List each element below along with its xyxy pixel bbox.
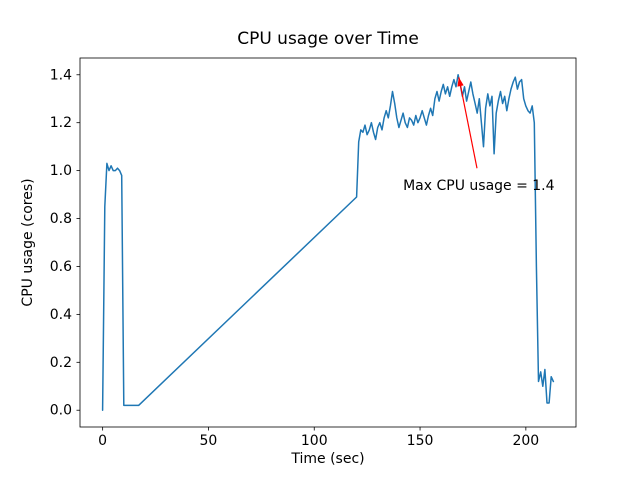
plot-border bbox=[79, 57, 577, 428]
y-tick-label: 1.2 bbox=[50, 115, 72, 131]
y-tick-label: 0.2 bbox=[50, 355, 72, 371]
chart-title: CPU usage over Time bbox=[237, 29, 419, 49]
annotation-text: Max CPU usage = 1.4 bbox=[403, 178, 555, 194]
y-axis-label: CPU usage (cores) bbox=[20, 178, 36, 306]
x-tick-label: 50 bbox=[200, 433, 218, 449]
y-axis-ticks: 0.0 0.2 0.4 0.6 0.8 1.0 1.2 1.4 bbox=[50, 67, 80, 419]
y-tick-label: 1.4 bbox=[50, 67, 72, 83]
x-tick-label: 150 bbox=[407, 433, 434, 449]
annotation-arrowhead bbox=[457, 77, 464, 87]
x-axis-label: Time (sec) bbox=[290, 451, 364, 467]
x-tick-label: 0 bbox=[98, 433, 107, 449]
x-tick-label: 200 bbox=[512, 433, 539, 449]
y-tick-label: 1.0 bbox=[50, 163, 72, 179]
annotation-arrow bbox=[458, 77, 478, 169]
cpu-usage-line bbox=[101, 74, 555, 411]
x-axis-ticks: 0 50 100 150 200 bbox=[98, 427, 539, 449]
y-tick-label: 0.4 bbox=[50, 307, 72, 323]
y-tick-label: 0.8 bbox=[50, 211, 72, 227]
y-tick-label: 0.6 bbox=[50, 259, 72, 275]
x-tick-label: 100 bbox=[301, 433, 328, 449]
y-tick-label: 0.0 bbox=[50, 403, 72, 419]
